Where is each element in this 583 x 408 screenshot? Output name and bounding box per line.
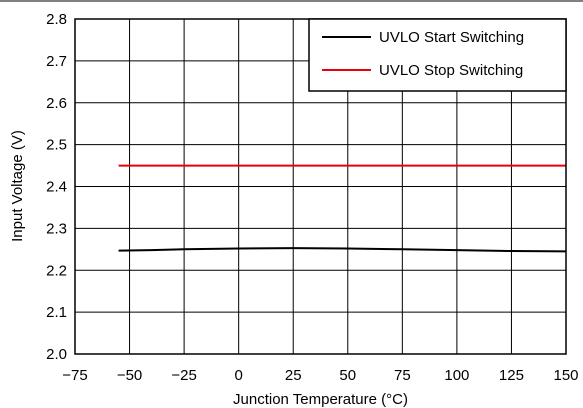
x-tick-label: 75 [394,367,411,384]
y-tick-label: 2.1 [46,304,67,321]
legend: UVLO Start Switching UVLO Stop Switching [308,18,567,92]
y-axis-title: Input Voltage (V) [9,130,26,242]
x-tick-label: −25 [171,367,196,384]
legend-label-2: UVLO Stop Switching [379,62,523,79]
x-tick-label: −50 [117,367,142,384]
series-line-1 [118,247,567,253]
x-tick-label: −75 [62,367,87,384]
y-tick-label: 2.0 [46,346,67,363]
y-tick-label: 2.8 [46,11,67,28]
y-tick-label: 2.3 [46,220,67,237]
series-lines [118,164,567,253]
x-tick-label: 100 [444,367,469,384]
x-tick-label: 150 [553,367,578,384]
y-tick-label: 2.6 [46,95,67,112]
x-tick-labels: −75 −50 −25 0 25 50 75 100 125 150 [62,367,578,384]
x-tick-label: 50 [339,367,356,384]
y-tick-label: 2.4 [46,179,67,196]
y-tick-labels: 2.0 2.1 2.2 2.3 2.4 2.5 2.6 2.7 2.8 [46,11,67,363]
legend-label-1: UVLO Start Switching [379,29,524,46]
x-tick-label: 0 [234,367,242,384]
y-tick-label: 2.7 [46,53,67,70]
x-tick-label: 125 [499,367,524,384]
y-tick-label: 2.2 [46,262,67,279]
x-axis-title: Junction Temperature (°C) [233,391,408,408]
x-tick-label: 25 [285,367,302,384]
legend-box [308,18,567,92]
y-tick-label: 2.5 [46,137,67,154]
